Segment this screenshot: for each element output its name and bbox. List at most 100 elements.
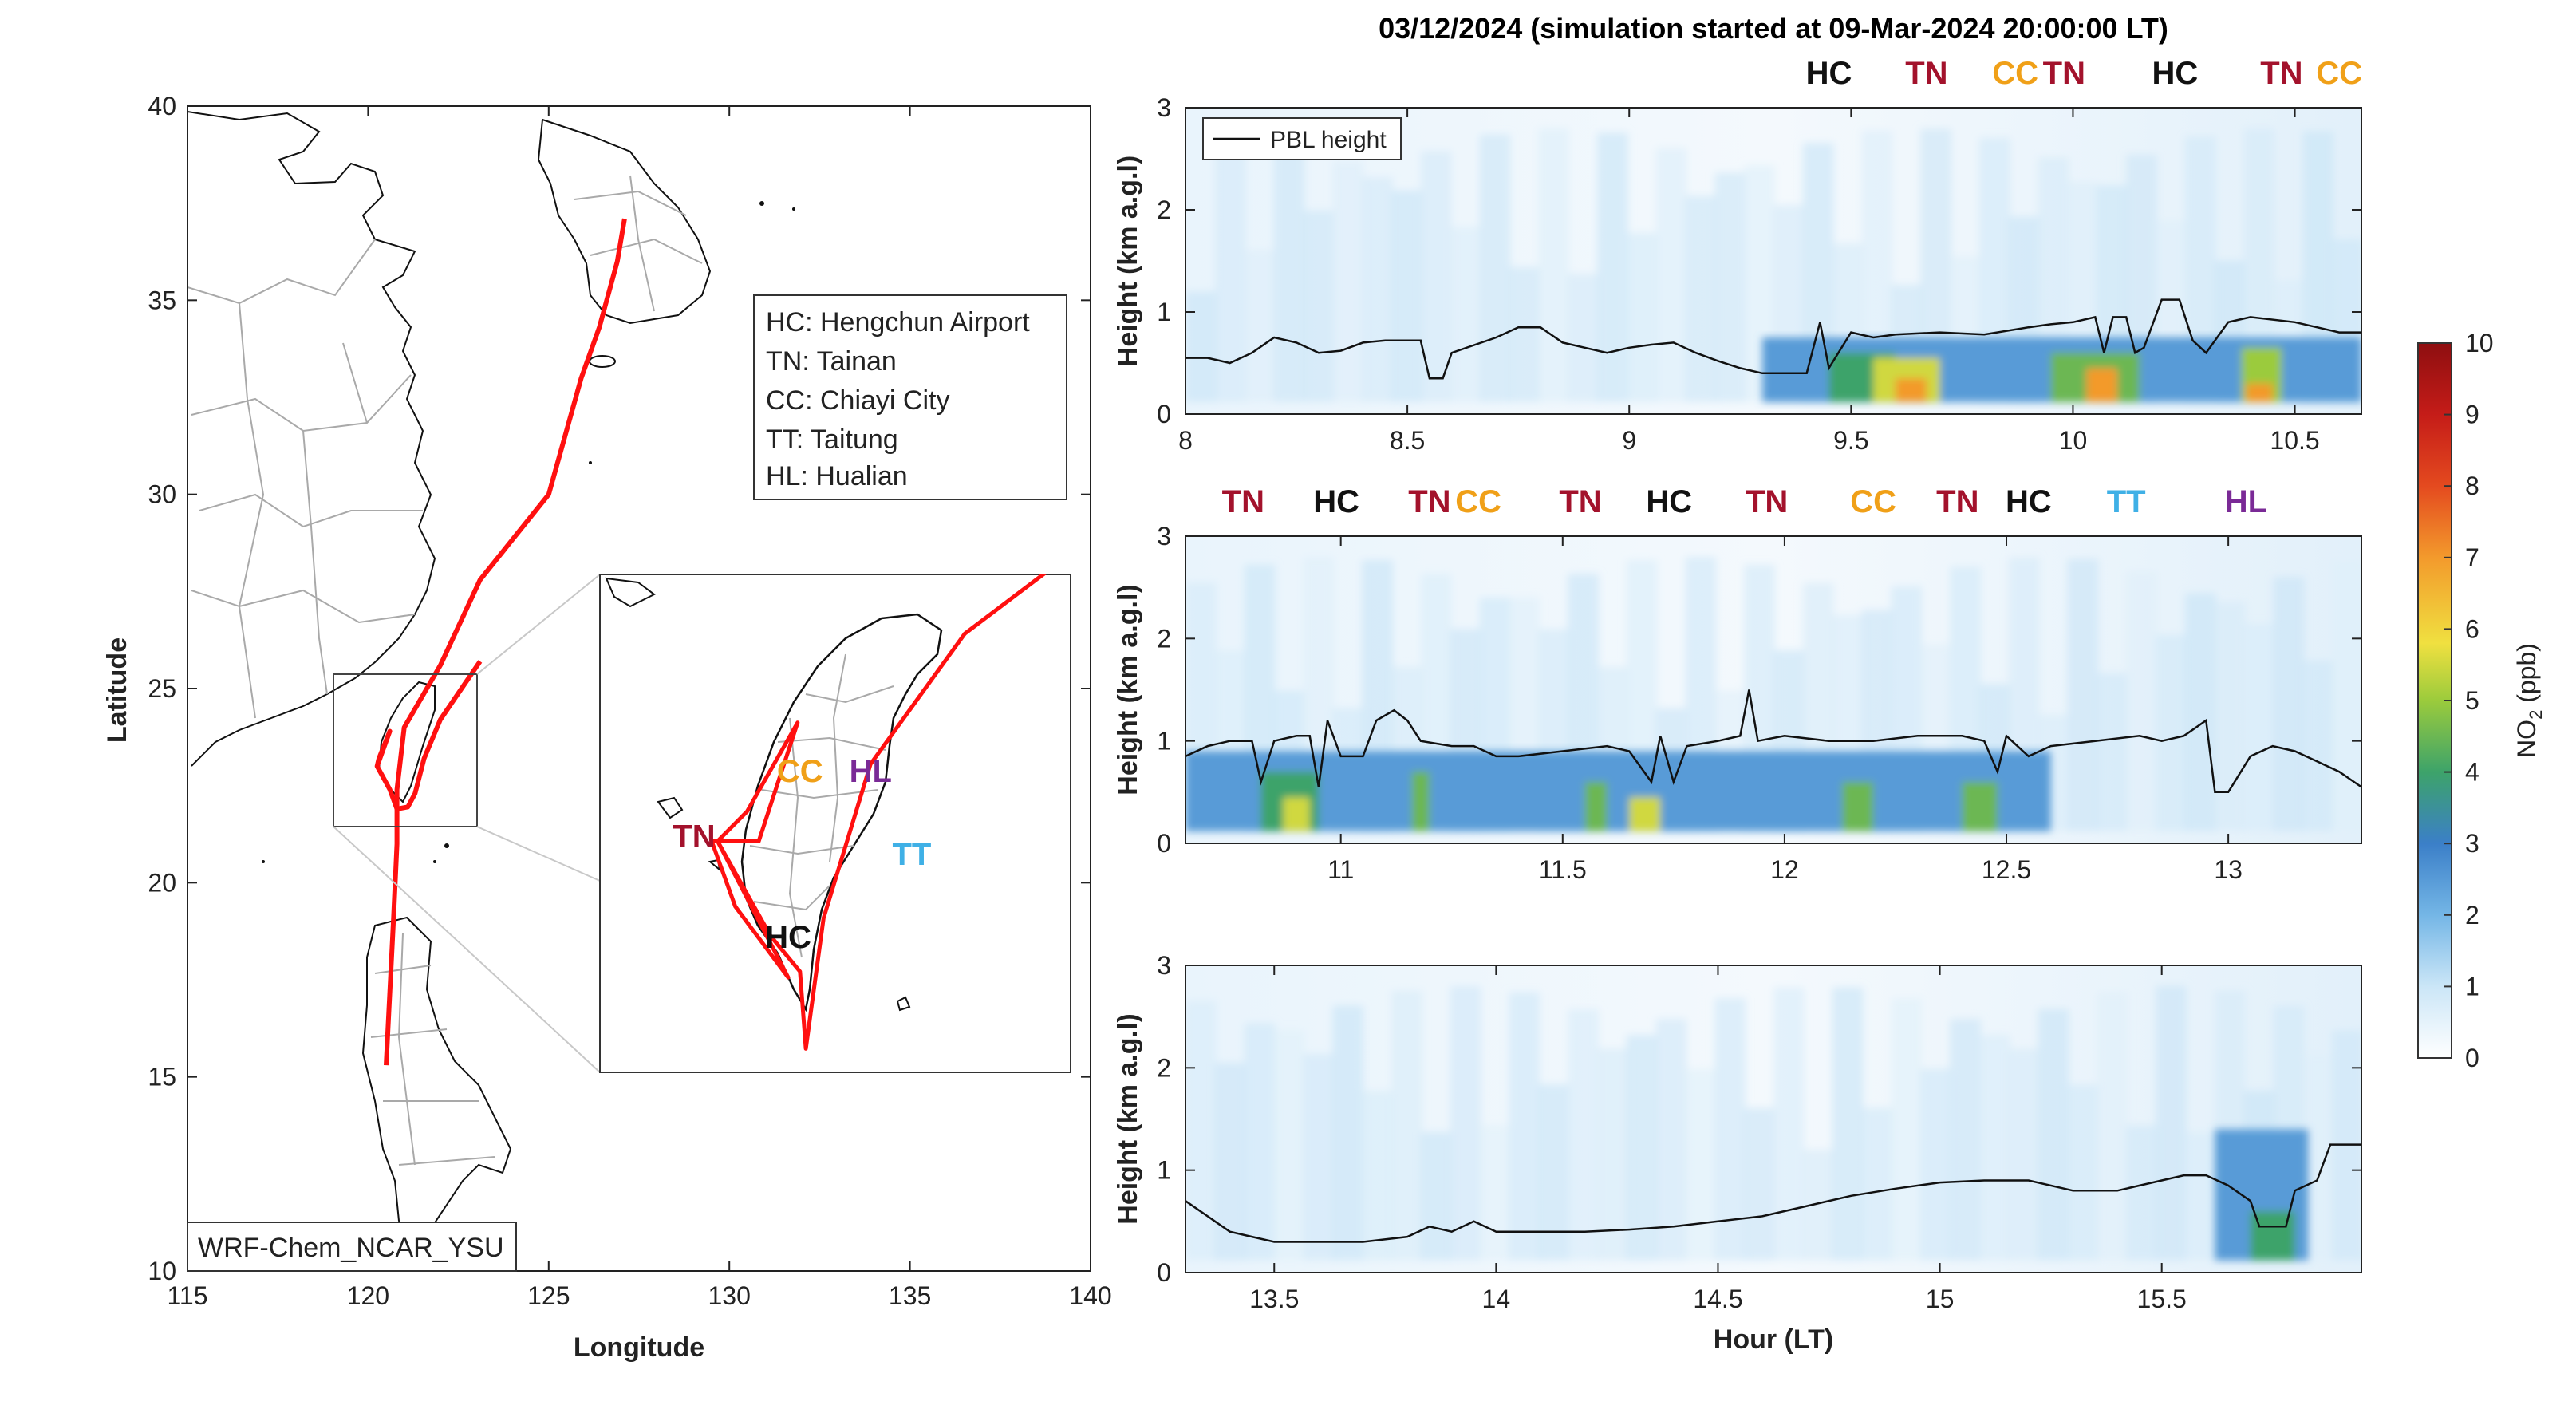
no2-haze-column	[1332, 1005, 1364, 1261]
x-tick-label: 10	[2059, 426, 2088, 455]
inset-flight-track	[709, 574, 1047, 1051]
legend-entry-hc: HC: Hengchun Airport	[766, 307, 1030, 337]
site-label-tn: TN	[1408, 484, 1450, 519]
inset-label-tn: TN	[673, 819, 715, 855]
pbl-height-line	[1185, 298, 2361, 380]
site-label-tn: TN	[1559, 484, 1601, 519]
no2-haze-column	[2184, 1131, 2216, 1261]
no2-haze-column	[1978, 1035, 2010, 1261]
map-x-ticks: 115 120 125 130 135 140	[167, 106, 1112, 1310]
no2-cell	[1283, 797, 1310, 831]
x-tick-label: 15	[1926, 1285, 1955, 1313]
colorbar-tick-label: 10	[2465, 329, 2494, 357]
no2-haze-column	[1214, 1063, 1246, 1261]
y-axis-label: Height (km a.g.l)	[1113, 156, 1143, 366]
map-x-axis-label: Longitude	[574, 1332, 704, 1363]
x-tick-label: 9	[1622, 426, 1636, 455]
no2-concentration	[1185, 751, 2051, 831]
no2-haze-column	[2126, 1125, 2158, 1261]
y-tick-label: 3	[1157, 93, 1171, 122]
no2-haze-column	[2097, 992, 2128, 1261]
no2-haze-column	[1861, 1107, 1893, 1261]
site-label-cc: CC	[1455, 484, 1501, 519]
x-tick-label: 13.5	[1249, 1285, 1299, 1313]
colorbar-label: NO2 (ppb)	[2512, 643, 2546, 758]
no2-haze-column	[1655, 1018, 1687, 1261]
colorbar-tick-label: 7	[2465, 543, 2479, 572]
no2-haze-column	[1391, 990, 1422, 1261]
no2-haze-column	[1185, 1001, 1217, 1261]
x-tick-label: 11.5	[1539, 855, 1587, 884]
site-legend: HC: Hengchun Airport TN: Tainan CC: Chia…	[753, 294, 1067, 500]
no2-haze-column	[1479, 1125, 1511, 1261]
colorbar-tick-label: 1	[2465, 972, 2479, 1001]
x-tick-label: 12	[1770, 855, 1799, 884]
map-y-ticks: 10 15 20 25 30 35 40	[148, 92, 1091, 1285]
site-label-hc: HC	[1646, 484, 1692, 519]
colorbar-ticks: 0 1 2 3 4 5 6 7 8 9 10	[2444, 329, 2494, 1072]
no2-haze-column	[1685, 195, 1717, 402]
y-tick-label: 1	[1157, 298, 1171, 326]
y-tick-label: 0	[1157, 829, 1171, 858]
no2-haze-column	[2008, 1048, 2040, 1261]
no2-haze-column	[2156, 985, 2187, 1261]
no2-haze-column	[2156, 634, 2187, 831]
inset-admin-lines	[749, 653, 894, 958]
flight-track	[384, 218, 627, 1066]
no2-haze-column	[2067, 1084, 2099, 1261]
map-x-tick-label: 115	[167, 1281, 207, 1310]
site-label-tn: TN	[2043, 56, 2085, 91]
inset-label-tt: TT	[892, 837, 931, 872]
no2-cell	[1842, 782, 1874, 831]
x-tick-label: 10.5	[2270, 426, 2319, 455]
colorbar-tick-label: 0	[2465, 1044, 2479, 1072]
colorbar-tick-label: 3	[2465, 829, 2479, 858]
no2-cell	[2246, 383, 2273, 402]
no2-haze-column	[1509, 992, 1540, 1261]
map-y-axis-label: Latitude	[102, 637, 132, 743]
x-tick-label: 8.5	[1390, 426, 1425, 455]
inset-label-hl: HL	[850, 754, 892, 789]
x-tick-label: 14	[1482, 1285, 1511, 1313]
no2-cell	[1584, 782, 1608, 831]
no2-cell	[2086, 368, 2118, 402]
no2-haze-column	[1626, 232, 1658, 402]
map-x-tick-label: 130	[708, 1281, 751, 1310]
site-label-tn: TN	[1222, 484, 1264, 519]
no2-haze-column	[1185, 291, 1217, 402]
map-y-tick-label: 10	[148, 1257, 176, 1285]
x-tick-label: 8	[1178, 426, 1193, 455]
y-tick-label: 0	[1157, 400, 1171, 428]
site-label-cc: CC	[1992, 56, 2038, 91]
no2-haze-column	[2038, 1008, 2069, 1261]
no2-haze-column	[1568, 1008, 1599, 1261]
no2-haze-column	[1362, 1091, 1393, 1261]
pbl-height-line	[1185, 1143, 2361, 1243]
no2-haze-column	[1362, 177, 1393, 402]
no2-haze-column	[1303, 1053, 1335, 1261]
pbl-legend-label: PBL height	[1270, 127, 1387, 153]
inset-islets	[605, 577, 911, 1012]
site-legend-box	[753, 294, 1067, 500]
no2-haze-column	[1538, 1084, 1570, 1261]
y-tick-label: 1	[1157, 727, 1171, 756]
site-label-hc: HC	[1806, 56, 1852, 91]
no2-haze-column	[1479, 134, 1511, 402]
korea-coastline	[537, 118, 712, 325]
no2-haze-column	[1744, 1107, 1775, 1261]
no2-haze-column	[1920, 1068, 1952, 1261]
no2-haze-column	[1332, 160, 1364, 402]
curtain-x-axis-label: Hour (LT)	[1714, 1324, 1833, 1355]
inset-content	[605, 574, 1047, 1051]
no2-haze-column	[1273, 140, 1305, 402]
colorbar: 0 1 2 3 4 5 6 7 8 9 10 NO2 (ppb)	[2417, 329, 2546, 1072]
colorbar-tick-label: 5	[2465, 686, 2479, 715]
site-label-tt: TT	[2107, 484, 2146, 519]
site-label-tn: TN	[2260, 56, 2302, 91]
site-label-tn: TN	[1936, 484, 1978, 519]
islets	[262, 201, 795, 863]
